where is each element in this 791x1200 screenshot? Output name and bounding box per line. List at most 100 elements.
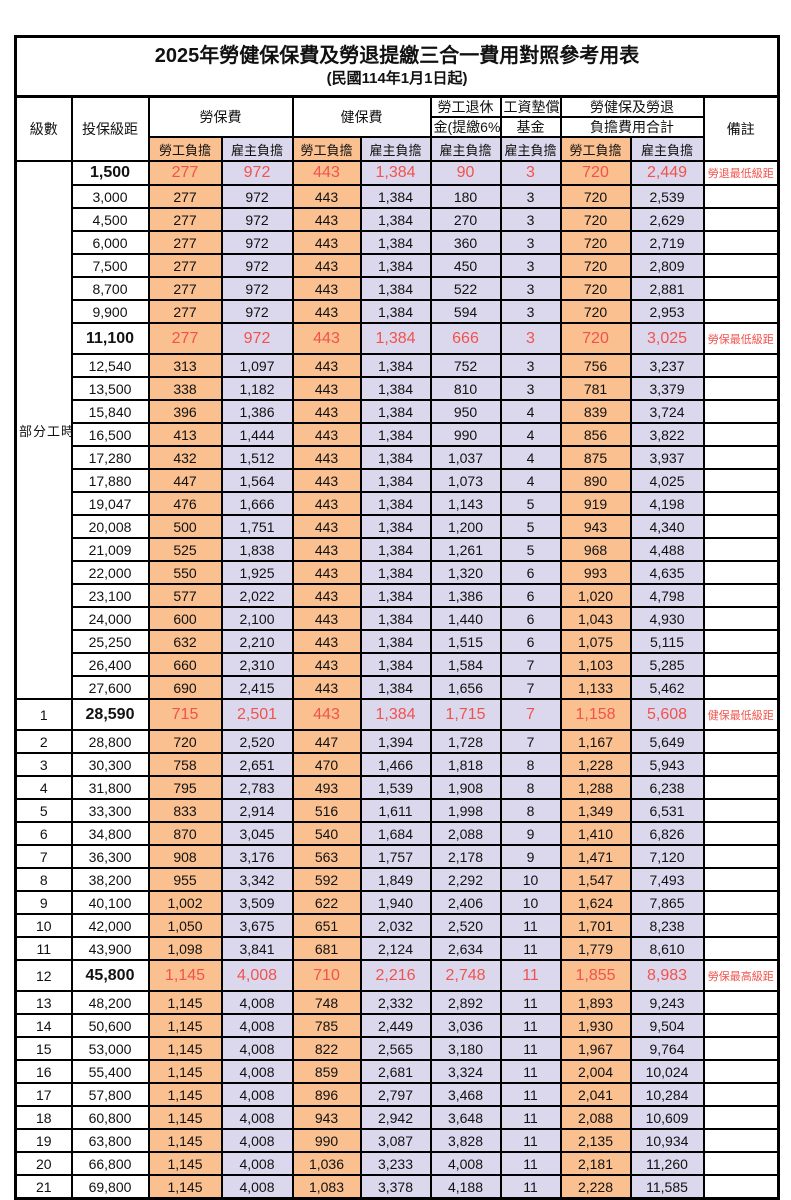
labor-employer-cell: 1,838 xyxy=(220,537,294,562)
total-employer-cell: 9,764 xyxy=(629,1036,705,1061)
wage-fund-employer-cell: 7 xyxy=(499,675,562,700)
total-employee-cell: 720 xyxy=(559,230,632,255)
total-employee-cell: 1,158 xyxy=(559,698,632,731)
health-employee-cell: 443 xyxy=(291,445,362,470)
health-employee-cell: 443 xyxy=(291,514,362,539)
table-row: 15,840 396 1,386 443 1,384 950 4 839 3,724 xyxy=(16,399,780,424)
table-row: 14 50,600 1,145 4,008 785 2,449 3,036 11 1,930 9,… xyxy=(14,1013,780,1038)
labor-employee-cell: 277 xyxy=(147,276,223,301)
total-employer-cell: 4,798 xyxy=(629,583,705,608)
table-row: 4,500 277 972 443 1,384 270 3 720 2,629 xyxy=(16,207,780,232)
bracket-cell: 50,600 xyxy=(70,1013,150,1038)
wage-fund-employer-cell: 4 xyxy=(499,422,562,447)
table-row: 20 66,800 1,145 4,008 1,036 3,233 4,008 11 2,181… xyxy=(14,1151,780,1176)
total-employee-cell: 1,471 xyxy=(559,844,632,869)
pension-employer-cell: 1,728 xyxy=(429,729,502,754)
bracket-cell: 23,100 xyxy=(70,583,150,608)
health-employee-cell: 443 xyxy=(291,537,362,562)
labor-employee-cell: 447 xyxy=(147,468,223,493)
table-row: 22,000 550 1,925 443 1,384 1,320 6 993 4,635 xyxy=(16,560,780,585)
pension-employer-cell: 3,036 xyxy=(429,1013,502,1038)
health-employee-cell: 990 xyxy=(291,1128,362,1153)
labor-employee-cell: 1,145 xyxy=(147,1013,223,1038)
col-header-wage-fund-line2: 基金 xyxy=(499,116,562,138)
level-cell: 1 xyxy=(14,698,73,731)
remark-cell: 勞退最低級距 xyxy=(702,160,780,186)
bracket-cell: 24,000 xyxy=(70,606,150,631)
labor-employer-cell: 3,841 xyxy=(220,936,294,961)
total-employee-cell: 2,041 xyxy=(559,1082,632,1107)
labor-employer-cell: 3,176 xyxy=(220,844,294,869)
total-employee-cell: 993 xyxy=(559,560,632,585)
pension-employer-cell: 1,073 xyxy=(429,468,502,493)
total-employer-cell: 10,284 xyxy=(629,1082,705,1107)
total-employee-cell: 720 xyxy=(559,322,632,355)
bracket-cell: 21,009 xyxy=(70,537,150,562)
pension-employer-cell: 990 xyxy=(429,422,502,447)
health-employee-cell: 443 xyxy=(291,698,362,731)
level-cell: 21 xyxy=(14,1174,73,1200)
wage-fund-employer-cell: 4 xyxy=(499,468,562,493)
remark-cell xyxy=(702,560,780,585)
wage-fund-employer-cell: 11 xyxy=(499,1151,562,1176)
labor-employer-cell: 1,564 xyxy=(220,468,294,493)
labor-employer-cell: 2,415 xyxy=(220,675,294,700)
pension-employer-cell: 2,406 xyxy=(429,890,502,915)
title-row: 2025年勞健保保費及勞退提繳三合一費用對照參考用表 (民國114年1月1日起) xyxy=(13,35,781,98)
wage-fund-employer-cell: 11 xyxy=(499,1036,562,1061)
health-employer-cell: 1,384 xyxy=(359,537,432,562)
total-employee-cell: 1,167 xyxy=(559,729,632,754)
bracket-cell: 63,800 xyxy=(70,1128,150,1153)
part-time-level-cell: 部分工時 xyxy=(14,160,73,700)
total-employer-cell: 6,531 xyxy=(629,798,705,823)
pension-employer-cell: 450 xyxy=(429,253,502,278)
health-employee-cell: 443 xyxy=(291,253,362,278)
health-employer-cell: 1,384 xyxy=(359,230,432,255)
pension-employer-cell: 3,828 xyxy=(429,1128,502,1153)
labor-employer-cell: 4,008 xyxy=(220,1105,294,1130)
remark-cell xyxy=(702,606,780,631)
bracket-cell: 69,800 xyxy=(70,1174,150,1200)
table-row: 6,000 277 972 443 1,384 360 3 720 2,719 xyxy=(16,230,780,255)
labor-employer-cell: 1,182 xyxy=(220,376,294,401)
health-employer-cell: 1,384 xyxy=(359,698,432,731)
subheader-wage-fund-employer-share: 雇主負擔 xyxy=(499,136,562,162)
level-cell: 4 xyxy=(14,775,73,800)
page-subtitle: (民國114年1月1日起) xyxy=(326,70,468,87)
col-header-pension-line2: 金(提繳6%) xyxy=(429,116,502,138)
labor-employer-cell: 4,008 xyxy=(220,1174,294,1200)
level-cell: 15 xyxy=(14,1036,73,1061)
bracket-cell: 15,840 xyxy=(70,399,150,424)
table-row: 16,500 413 1,444 443 1,384 990 4 856 3,822 xyxy=(16,422,780,447)
remark-cell xyxy=(702,422,780,447)
remark-cell xyxy=(702,1151,780,1176)
pension-employer-cell: 1,515 xyxy=(429,629,502,654)
col-header-total-line1: 勞健保及勞退 xyxy=(559,95,705,118)
bracket-cell: 30,300 xyxy=(70,752,150,777)
level-cell: 14 xyxy=(14,1013,73,1038)
remark-cell xyxy=(702,675,780,700)
health-employee-cell: 592 xyxy=(291,867,362,892)
labor-employee-cell: 758 xyxy=(147,752,223,777)
level-cell: 19 xyxy=(14,1128,73,1153)
labor-employer-cell: 972 xyxy=(220,230,294,255)
subheader-labor-employer-share: 雇主負擔 xyxy=(220,136,294,162)
total-employee-cell: 1,288 xyxy=(559,775,632,800)
table-row: 20,008 500 1,751 443 1,384 1,200 5 943 4,340 xyxy=(16,514,780,539)
health-employee-cell: 443 xyxy=(291,422,362,447)
subheader-pension-employer-share: 雇主負擔 xyxy=(429,136,502,162)
total-employer-cell: 10,024 xyxy=(629,1059,705,1084)
total-employer-cell: 7,120 xyxy=(629,844,705,869)
health-employer-cell: 1,466 xyxy=(359,752,432,777)
remark-cell xyxy=(702,1082,780,1107)
wage-fund-employer-cell: 9 xyxy=(499,844,562,869)
remark-cell xyxy=(702,399,780,424)
labor-employer-cell: 3,342 xyxy=(220,867,294,892)
health-employee-cell: 443 xyxy=(291,353,362,378)
pension-employer-cell: 270 xyxy=(429,207,502,232)
wage-fund-employer-cell: 3 xyxy=(499,230,562,255)
labor-employee-cell: 833 xyxy=(147,798,223,823)
total-employee-cell: 1,930 xyxy=(559,1013,632,1038)
total-employer-cell: 7,865 xyxy=(629,890,705,915)
total-employer-cell: 2,881 xyxy=(629,276,705,301)
